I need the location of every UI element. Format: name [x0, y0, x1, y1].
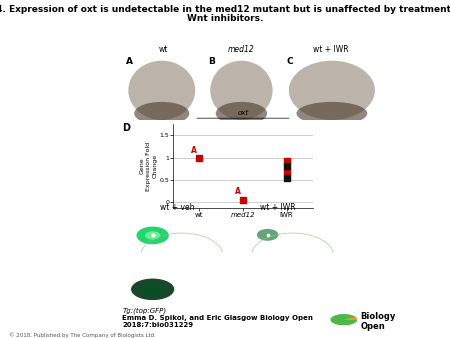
Text: wt + IWR: wt + IWR — [260, 202, 296, 212]
Text: A: A — [235, 187, 241, 195]
Text: med12: med12 — [227, 45, 254, 54]
Point — [264, 232, 271, 238]
Point — [196, 155, 203, 160]
Wedge shape — [331, 314, 357, 325]
Text: Emma D. Spikol, and Eric Glasgow Biology Open: Emma D. Spikol, and Eric Glasgow Biology… — [122, 315, 313, 321]
Circle shape — [145, 231, 160, 240]
Text: F: F — [127, 275, 132, 284]
Ellipse shape — [289, 61, 375, 120]
Text: A: A — [126, 57, 133, 66]
Text: wt + veh: wt + veh — [160, 202, 194, 212]
Text: oxt: oxt — [238, 110, 248, 116]
Ellipse shape — [216, 102, 267, 125]
Circle shape — [257, 229, 279, 241]
Text: D: D — [122, 123, 130, 133]
Text: Biology: Biology — [360, 312, 396, 321]
Circle shape — [136, 226, 169, 244]
Ellipse shape — [297, 102, 367, 125]
Text: E': E' — [238, 218, 246, 227]
Ellipse shape — [210, 61, 273, 120]
Text: Open: Open — [360, 321, 385, 331]
Text: © 2018. Published by The Company of Biologists Ltd: © 2018. Published by The Company of Biol… — [9, 332, 154, 338]
Text: Fig. 4. Expression of oxt is undetectable in the med12 mutant but is unaffected : Fig. 4. Expression of oxt is undetectabl… — [0, 5, 450, 14]
Point — [149, 233, 156, 238]
Point — [239, 197, 247, 202]
Text: E: E — [127, 218, 132, 227]
Wedge shape — [344, 318, 357, 320]
Y-axis label: Gene
Expression Fold
Change: Gene Expression Fold Change — [140, 141, 157, 191]
Wedge shape — [331, 314, 357, 325]
Text: Wnt inhibitors.: Wnt inhibitors. — [187, 14, 263, 23]
Ellipse shape — [141, 284, 162, 296]
Text: C: C — [286, 57, 293, 66]
Text: B: B — [208, 57, 215, 66]
Text: Tg:(top:GFP): Tg:(top:GFP) — [122, 308, 166, 314]
Ellipse shape — [131, 279, 174, 300]
Wedge shape — [344, 317, 357, 320]
Ellipse shape — [128, 61, 195, 120]
Text: wt: wt — [158, 45, 167, 54]
Point — [283, 175, 290, 180]
Point — [283, 163, 290, 168]
Text: F': F' — [238, 275, 246, 284]
Text: 2018;7:bio031229: 2018;7:bio031229 — [122, 322, 194, 328]
Text: A: A — [191, 146, 197, 155]
Point — [283, 169, 290, 175]
Point — [283, 158, 290, 164]
Ellipse shape — [134, 102, 189, 125]
Text: wt + IWR: wt + IWR — [313, 45, 349, 54]
